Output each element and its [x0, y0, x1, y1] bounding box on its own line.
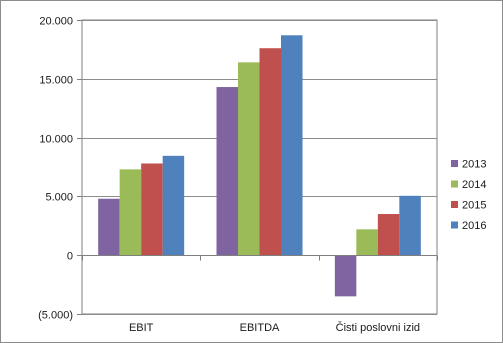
bar-2013-1 [216, 87, 238, 256]
legend-label-2015: 2015 [462, 200, 486, 212]
legend: 2013 2014 2015 2016 [451, 159, 486, 232]
bar-2014-0 [119, 169, 142, 256]
bar-2015-0 [141, 163, 163, 256]
legend-swatch-2013 [451, 160, 458, 167]
bar-2014-1 [238, 62, 260, 256]
y-tick-label: 20.000 [39, 16, 73, 28]
legend-label-2014: 2014 [462, 179, 486, 191]
bars [98, 35, 421, 297]
legend-swatch-2014 [451, 180, 458, 188]
y-tick-label: 15.000 [39, 75, 73, 87]
axes [77, 20, 438, 315]
legend-label-2016: 2016 [462, 220, 486, 232]
legend-swatch-2015 [451, 201, 458, 208]
bar-2013-2 [334, 255, 357, 297]
bar-2013-0 [98, 198, 120, 256]
y-tick-label: (5.000) [38, 310, 73, 322]
bar-2016-2 [399, 195, 421, 256]
x-axis-category-labels: EBIT EBITDA Čisti poslovni izid [129, 321, 420, 334]
y-tick-label: 10.000 [39, 134, 73, 146]
bar-2015-1 [259, 48, 281, 256]
bar-2015-2 [377, 214, 400, 256]
bar-2016-1 [281, 35, 303, 256]
x-category-label: EBIT [129, 322, 154, 334]
x-category-label: Čisti poslovni izid [336, 321, 420, 334]
x-category-label: EBITDA [240, 322, 280, 334]
bar-2016-0 [162, 155, 185, 256]
legend-swatch-2016 [451, 221, 458, 229]
y-axis-tick-labels: 20.000 15.000 10.000 5.000 0 (5.000) [38, 16, 73, 322]
bar-2014-2 [356, 229, 378, 256]
y-tick-label: 5.000 [45, 192, 73, 204]
y-tick-label: 0 [67, 251, 73, 263]
legend-label-2013: 2013 [462, 159, 486, 171]
